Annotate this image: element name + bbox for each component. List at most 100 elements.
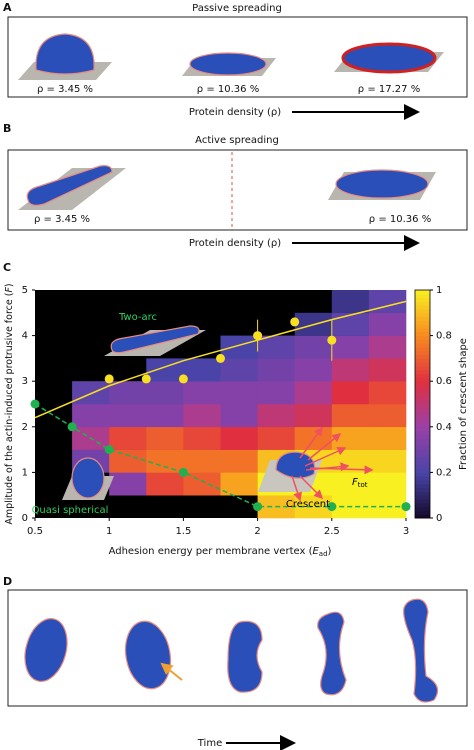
x-tick-label: 3 bbox=[403, 526, 409, 537]
colorbar-swatch bbox=[415, 369, 430, 375]
colorbar-swatch bbox=[415, 461, 430, 466]
colorbar-swatch bbox=[415, 449, 430, 454]
colorbar-swatch bbox=[415, 506, 430, 511]
colorbar-swatch bbox=[415, 290, 430, 295]
heat-cell bbox=[183, 358, 221, 382]
colorbar-swatch bbox=[415, 324, 430, 329]
panel-title: Passive spreading bbox=[192, 3, 282, 14]
x-tick-label: 1.5 bbox=[175, 526, 191, 537]
colorbar-swatch bbox=[415, 457, 430, 462]
panel-letter: B bbox=[3, 122, 11, 135]
colorbar-swatch bbox=[415, 480, 430, 485]
heat-cell bbox=[109, 472, 147, 496]
colorbar-swatch bbox=[415, 328, 430, 333]
heat-cell bbox=[368, 404, 407, 428]
colorbar-swatch bbox=[415, 305, 430, 310]
data-point bbox=[178, 467, 188, 477]
panel-letter: C bbox=[3, 261, 11, 274]
heat-cell bbox=[183, 472, 221, 496]
colorbar-swatch bbox=[415, 396, 430, 401]
panel-letter: D bbox=[3, 575, 12, 588]
x-label-subscript: ad bbox=[319, 550, 328, 558]
density-label: ρ = 17.27 % bbox=[358, 84, 420, 95]
force-subscript: tot bbox=[358, 481, 368, 489]
y-axis-label: Amplitude of the actin-induced protrusiv… bbox=[4, 283, 15, 524]
heat-cell bbox=[294, 495, 333, 519]
colorbar-swatch bbox=[415, 316, 430, 321]
colorbar-swatch bbox=[415, 426, 430, 432]
heat-cell bbox=[220, 358, 258, 382]
colorbar-swatch bbox=[415, 347, 430, 352]
heat-cell bbox=[331, 472, 370, 496]
heat-cell bbox=[109, 426, 147, 450]
heat-cell bbox=[146, 472, 184, 496]
heat-cell bbox=[220, 472, 258, 496]
colorbar-swatch bbox=[415, 309, 430, 314]
colorbar-swatch bbox=[415, 419, 430, 424]
heatmap bbox=[72, 290, 407, 519]
colorbar-swatch bbox=[415, 301, 430, 306]
colorbar-tick-label: 0 bbox=[436, 513, 442, 524]
colorbar-swatch bbox=[415, 297, 430, 302]
y-tick-label: 3 bbox=[22, 376, 28, 387]
cell-render bbox=[24, 598, 439, 703]
data-point bbox=[253, 502, 263, 512]
heat-cell bbox=[368, 426, 407, 450]
data-point bbox=[216, 353, 225, 363]
colorbar-swatch bbox=[415, 502, 430, 508]
heat-cell bbox=[294, 381, 333, 405]
y-tick-label: 5 bbox=[22, 285, 28, 296]
colorbar-swatch bbox=[415, 293, 430, 299]
heat-cell bbox=[331, 358, 370, 382]
colorbar-tick-label: 0.2 bbox=[436, 467, 452, 478]
heat-cell bbox=[368, 290, 407, 314]
colorbar-tick-label: 1 bbox=[436, 285, 442, 296]
heat-cell bbox=[257, 381, 295, 405]
x-axis-label: Adhesion energy per membrane vertex (Ead… bbox=[109, 546, 332, 558]
colorbar-swatch bbox=[415, 392, 430, 397]
colorbar-swatch bbox=[415, 400, 430, 405]
colorbar-swatch bbox=[415, 411, 430, 416]
density-label: ρ = 10.36 % bbox=[197, 84, 259, 95]
x-tick-label: 2 bbox=[254, 526, 260, 537]
colorbar-tick-label: 0.8 bbox=[436, 331, 452, 342]
colorbar-swatch bbox=[415, 415, 430, 420]
annotation: Crescent bbox=[286, 499, 330, 510]
colorbar-swatch bbox=[415, 442, 430, 447]
heat-cell bbox=[220, 404, 258, 428]
inset-renders bbox=[62, 325, 374, 502]
heat-cell bbox=[109, 404, 147, 428]
y-tick-label: 0 bbox=[22, 513, 28, 524]
cell-render bbox=[18, 152, 436, 229]
heat-cell bbox=[331, 335, 370, 359]
data-point bbox=[178, 374, 188, 384]
colorbar-swatch bbox=[415, 499, 430, 504]
heat-cell bbox=[146, 449, 184, 473]
colorbar-swatch bbox=[415, 385, 430, 390]
colorbar-swatch bbox=[415, 445, 430, 451]
force-symbol: F bbox=[352, 477, 358, 488]
heat-cell bbox=[183, 449, 221, 473]
colorbar-swatch bbox=[415, 350, 430, 356]
panel-title: Active spreading bbox=[195, 135, 279, 146]
heat-cell bbox=[109, 449, 147, 473]
y-label-symbol: F bbox=[4, 287, 15, 293]
data-point bbox=[253, 331, 263, 341]
colorbar-swatch bbox=[415, 487, 430, 492]
data-point bbox=[30, 399, 40, 409]
colorbar-swatch bbox=[415, 476, 430, 481]
axis-label: Protein density (ρ) bbox=[189, 107, 281, 118]
data-point bbox=[327, 335, 337, 345]
x-tick-label: 0.5 bbox=[27, 526, 43, 537]
density-label: ρ = 10.36 % bbox=[369, 214, 431, 225]
density-label: ρ = 3.45 % bbox=[37, 84, 93, 95]
y-tick-label: 4 bbox=[22, 331, 28, 342]
annotation: Quasi spherical bbox=[32, 505, 109, 516]
colorbar-swatch bbox=[415, 510, 430, 515]
heat-cell bbox=[294, 426, 333, 450]
colorbar-label: Fraction of crescent shape bbox=[458, 338, 469, 470]
colorbar-swatch bbox=[415, 358, 430, 363]
colorbar-swatch bbox=[415, 483, 430, 489]
fit-line bbox=[34, 300, 407, 419]
colorbar-swatch bbox=[415, 343, 430, 348]
